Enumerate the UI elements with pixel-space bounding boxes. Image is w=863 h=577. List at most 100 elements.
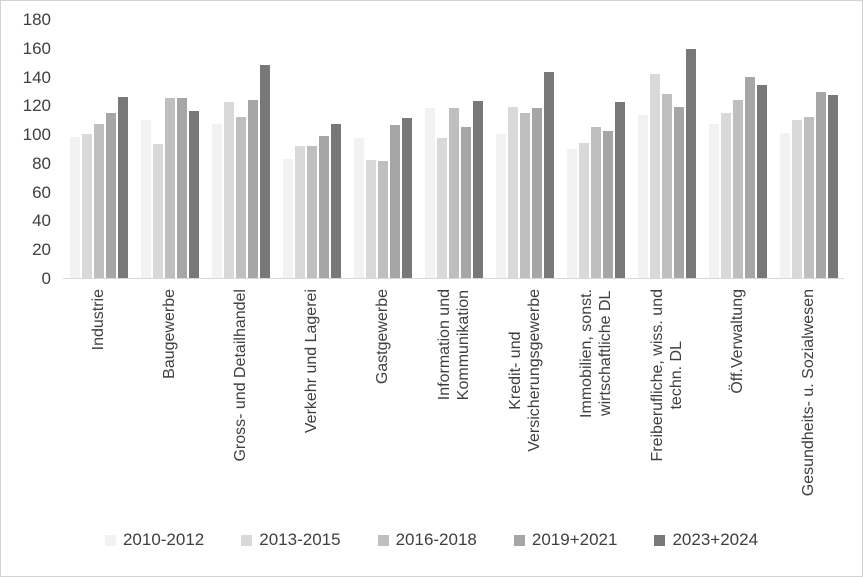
bar — [389, 125, 400, 278]
bar — [732, 99, 743, 278]
plot-area — [63, 20, 844, 279]
bar — [673, 106, 684, 278]
bar — [602, 131, 613, 278]
x-axis-category-labels: Industrie Baugewerbe Gross- und Detailhand… — [63, 289, 844, 496]
x-category-label: Baugewerbe — [161, 289, 178, 379]
bar — [330, 124, 341, 278]
bar — [448, 108, 459, 278]
x-category-label: Kredit- und Versicherungsgewerbe — [506, 289, 543, 452]
y-tick-label: 180 — [22, 10, 51, 29]
bar — [294, 145, 305, 278]
bar — [744, 76, 755, 278]
bar — [495, 134, 506, 278]
y-tick-label: 160 — [22, 38, 51, 58]
bar — [827, 95, 838, 278]
bar — [223, 102, 234, 278]
x-category-label: Gross- und Detailhandel — [232, 289, 249, 462]
bar — [259, 65, 270, 278]
bar — [590, 126, 601, 278]
legend-swatch-icon — [377, 534, 389, 546]
bar-group — [276, 20, 347, 278]
legend-swatch-icon — [104, 534, 116, 546]
x-category-label: Öff.Verwaltung — [729, 289, 746, 394]
x-category-label: Gastgewerbe — [374, 289, 391, 385]
bar — [472, 101, 483, 278]
bar — [235, 116, 246, 278]
y-axis-tick-labels: 0 20 40 60 80 100 120 140 160 180 — [1, 1, 56, 576]
bar — [377, 161, 388, 278]
bar — [247, 99, 258, 278]
y-tick-label: 40 — [32, 211, 51, 231]
bar — [661, 93, 672, 278]
bar — [69, 137, 80, 278]
x-category-label: Industrie — [90, 289, 107, 351]
bar-group — [702, 20, 773, 278]
x-label-cell: Öff.Verwaltung — [702, 289, 773, 496]
bar — [815, 92, 826, 278]
bar — [117, 96, 128, 278]
bar — [318, 135, 329, 278]
bar — [720, 112, 731, 278]
bar-group — [63, 20, 134, 278]
x-label-cell: Baugewerbe — [134, 289, 205, 496]
legend-label: 2013-2015 — [259, 530, 341, 549]
bar — [211, 124, 222, 278]
legend-label: 2016-2018 — [395, 530, 477, 549]
x-label-cell: Verkehr und Lagerei — [276, 289, 347, 496]
legend-label: 2010-2012 — [122, 530, 205, 549]
y-tick-label: 140 — [22, 67, 51, 87]
legend-label: 2019+2021 — [531, 530, 618, 549]
bar — [81, 134, 92, 278]
bar-group — [773, 20, 844, 278]
x-category-label: Immobilien, sonst. wirtschaftliche DL — [577, 289, 614, 418]
x-category-label: Information und Kommunikation — [435, 289, 472, 401]
bar — [176, 98, 187, 278]
legend-label: 2023+2024 — [672, 530, 759, 549]
legend-item: 2019+2021 — [513, 530, 618, 550]
legend-swatch-icon — [241, 534, 253, 546]
bar — [756, 85, 767, 278]
bar-group — [134, 20, 205, 278]
bar — [578, 142, 589, 278]
x-category-label: Freiberufliche, wiss. und techn. DL — [648, 289, 685, 462]
bar — [436, 138, 447, 278]
legend-swatch-icon — [654, 534, 666, 546]
x-label-cell: Gross- und Detailhandel — [205, 289, 276, 496]
bar — [519, 112, 530, 278]
x-label-cell: Immobilien, sonst. wirtschaftliche DL — [560, 289, 631, 496]
bar — [791, 119, 802, 278]
bar-group — [347, 20, 418, 278]
legend: 2010-2012 2013-2015 2016-2018 2019+2021 2023… — [1, 530, 862, 550]
bar — [803, 116, 814, 278]
x-label-cell: Information und Kommunikation — [418, 289, 489, 496]
y-tick-label: 80 — [32, 153, 51, 173]
legend-item: 2023+2024 — [654, 530, 758, 550]
y-tick-label: 60 — [32, 182, 51, 202]
legend-item: 2010-2012 — [104, 530, 205, 550]
bar-group — [560, 20, 631, 278]
bar — [365, 160, 376, 278]
bar — [401, 118, 412, 278]
x-label-cell: Industrie — [63, 289, 134, 496]
x-label-cell: Gesundheits- u. Sozialwesen — [773, 289, 844, 496]
bar — [188, 111, 199, 278]
legend-item: 2016-2018 — [377, 530, 477, 550]
y-tick-label: 120 — [22, 96, 51, 116]
bar — [164, 98, 175, 278]
bar-group — [418, 20, 489, 278]
y-tick-label: 0 — [41, 269, 51, 288]
bar — [282, 158, 293, 278]
bar — [140, 119, 151, 278]
bar-group — [489, 20, 560, 278]
bar — [543, 72, 554, 278]
legend-item: 2013-2015 — [241, 530, 341, 550]
bar — [353, 138, 364, 278]
bar — [105, 112, 116, 278]
bar — [152, 144, 163, 278]
x-category-label: Gesundheits- u. Sozialwesen — [800, 289, 817, 497]
bar-group — [205, 20, 276, 278]
bar-group — [631, 20, 702, 278]
x-label-cell: Kredit- und Versicherungsgewerbe — [489, 289, 560, 496]
legend-swatch-icon — [513, 534, 525, 546]
